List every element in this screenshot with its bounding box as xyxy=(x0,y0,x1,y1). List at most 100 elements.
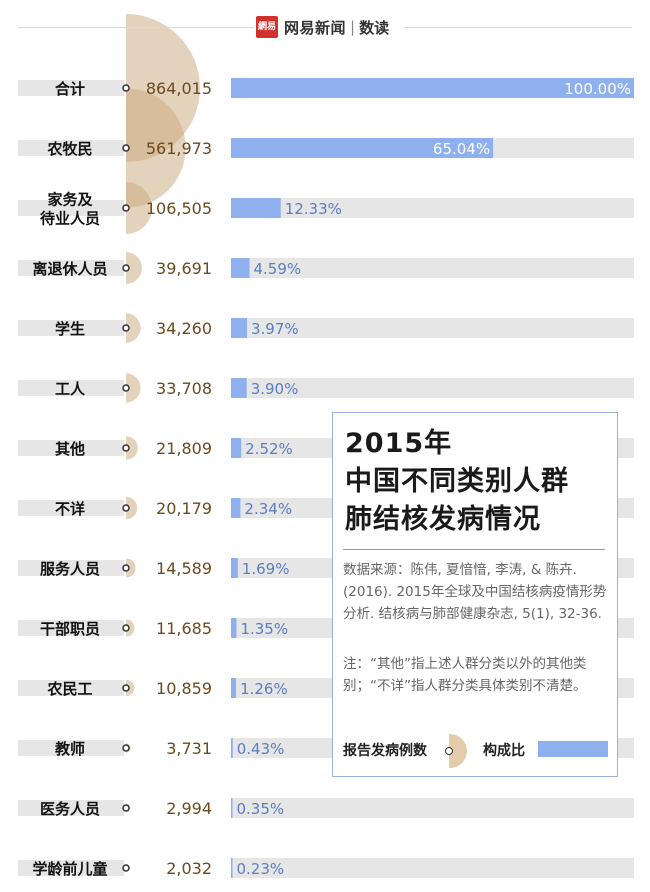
bar xyxy=(231,738,233,758)
legend-key-ratio-label: 构成比 xyxy=(483,743,525,759)
bar xyxy=(231,138,494,158)
count-semicircle xyxy=(126,496,138,520)
row-dot-icon xyxy=(122,684,130,692)
title-line-3: 肺结核发病情况 xyxy=(345,504,541,535)
category-label-bg xyxy=(18,740,124,756)
category-label-bg xyxy=(18,500,124,516)
row-dot-icon xyxy=(122,144,130,152)
count-value-label: 561,973 xyxy=(146,139,212,158)
category-label: 合计 xyxy=(54,80,85,98)
count-value-label: 106,505 xyxy=(146,199,212,218)
row-dot-icon xyxy=(122,384,130,392)
percent-value-label: 2.52% xyxy=(245,440,293,458)
bar xyxy=(231,258,250,278)
bar-track xyxy=(231,198,634,218)
percent-value-label: 3.97% xyxy=(251,320,299,338)
percent-value-label: 100.00% xyxy=(564,80,631,98)
legend-dot-icon xyxy=(445,747,453,755)
count-semicircle xyxy=(126,679,135,697)
count-semicircle xyxy=(126,373,141,403)
row-dot-icon xyxy=(122,744,130,752)
count-semicircle xyxy=(126,619,135,637)
header-rule-left xyxy=(18,27,254,28)
netease-logo-icon: 網易 xyxy=(256,16,278,38)
brand-separator: | xyxy=(350,18,356,36)
count-value-label: 14,589 xyxy=(156,559,212,578)
percent-value-label: 1.69% xyxy=(242,560,290,578)
row-dot-icon xyxy=(122,204,130,212)
bar xyxy=(231,798,233,818)
count-semicircle xyxy=(126,88,186,208)
bar xyxy=(231,78,634,98)
data-source: 数据来源：陈伟, 夏愔愔, 李涛, & 陈卉. (2016). 2015年全球及… xyxy=(343,562,607,622)
channel-name: 数读 xyxy=(359,18,390,37)
count-value-label: 11,685 xyxy=(156,619,212,638)
category-label: 其他 xyxy=(55,440,85,458)
percent-value-label: 12.33% xyxy=(285,200,342,218)
legend-key-count-label: 报告发病例数 xyxy=(343,743,427,759)
category-label-bg xyxy=(18,320,124,336)
count-semicircle xyxy=(126,558,136,578)
bar xyxy=(231,618,237,638)
percent-value-label: 1.35% xyxy=(240,620,288,638)
bar xyxy=(231,378,247,398)
row-dot-icon xyxy=(122,324,130,332)
category-label-bg xyxy=(18,860,124,876)
count-value-label: 10,859 xyxy=(156,679,212,698)
count-semicircle xyxy=(126,252,142,284)
percent-value-label: 3.90% xyxy=(251,380,299,398)
legend-divider xyxy=(343,549,605,550)
title-line-1: 2015年 xyxy=(345,428,453,459)
bar xyxy=(231,438,242,458)
header-rule-right xyxy=(404,27,632,28)
title-line-2: 中国不同类别人群 xyxy=(345,466,569,497)
count-value-label: 34,260 xyxy=(156,319,212,338)
count-value-label: 2,032 xyxy=(166,859,212,878)
count-value-label: 39,691 xyxy=(156,259,212,278)
category-label-bg xyxy=(18,260,124,276)
category-label: 农牧民 xyxy=(46,140,92,158)
row-dot-icon xyxy=(122,264,130,272)
bar-track xyxy=(231,798,634,818)
category-label-bg xyxy=(18,680,124,696)
percent-value-label: 1.26% xyxy=(240,680,288,698)
row-dot-icon xyxy=(122,504,130,512)
count-semicircle xyxy=(126,436,138,460)
percent-value-label: 4.59% xyxy=(253,260,301,278)
percent-value-label: 0.43% xyxy=(237,740,285,758)
bar xyxy=(231,678,237,698)
percent-value-label: 65.04% xyxy=(433,140,490,158)
category-label: 待业人员 xyxy=(40,210,100,228)
row-dot-icon xyxy=(122,444,130,452)
bar xyxy=(231,858,233,878)
legend-bar-swatch xyxy=(538,741,608,757)
category-label: 教师 xyxy=(54,740,85,758)
bar-track xyxy=(231,258,634,278)
category-label: 工人 xyxy=(55,380,86,398)
bar xyxy=(231,498,241,518)
count-semicircle xyxy=(126,182,152,234)
category-label: 农民工 xyxy=(46,680,92,698)
category-label: 不详 xyxy=(55,500,85,518)
legend-note: 注：“其他”指上述人群分类以外的其他类别；“不详”指人群分类具体类别不清楚。 xyxy=(343,656,587,694)
bar-track xyxy=(231,858,634,878)
bar-track xyxy=(231,378,634,398)
count-value-label: 21,809 xyxy=(156,439,212,458)
percent-value-label: 0.23% xyxy=(237,860,285,878)
category-label: 学生 xyxy=(55,320,85,338)
count-value-label: 20,179 xyxy=(156,499,212,518)
category-label-bg xyxy=(18,620,124,636)
category-label: 干部职员 xyxy=(40,620,100,638)
row-dot-icon xyxy=(122,864,130,872)
semicircle-layer xyxy=(126,14,200,872)
percent-value-label: 2.34% xyxy=(244,500,292,518)
brand-logo: 網易 网易新闻 | 数读 xyxy=(256,16,389,38)
row-dot-icon xyxy=(122,564,130,572)
category-label: 服务人员 xyxy=(40,560,100,578)
percent-value-label: 0.35% xyxy=(237,800,285,818)
chart-title: 2015年 中国不同类别人群 肺结核发病情况 xyxy=(345,425,610,539)
bar xyxy=(231,318,247,338)
category-label: 医务人员 xyxy=(40,800,100,818)
